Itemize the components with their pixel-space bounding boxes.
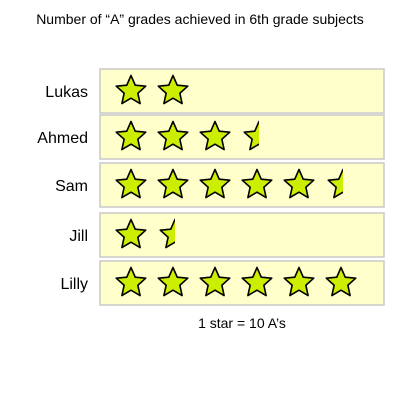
star-icon: [283, 168, 315, 199]
star-icon: [115, 168, 147, 199]
star-icon: [283, 266, 315, 297]
star-icon: [157, 266, 189, 297]
chart-title: Number of “A” grades achieved in 6th gra…: [36, 11, 364, 27]
row-panel-ahmed: [99, 114, 385, 160]
star-icon: [115, 218, 147, 249]
star-icon: [115, 120, 147, 151]
half-star-icon: [327, 168, 343, 199]
chart-key: 1 star = 10 A’s: [198, 315, 286, 331]
row-label-lukas: Lukas: [45, 84, 88, 101]
row-label-lilly: Lilly: [60, 276, 88, 293]
star-icon: [115, 266, 147, 297]
star-icon: [199, 266, 231, 297]
row-panel-lukas: [99, 68, 385, 114]
star-icon: [157, 168, 189, 199]
star-icon: [241, 168, 273, 199]
row-panel-jill: [99, 212, 385, 258]
star-icon: [157, 74, 189, 105]
star-icon: [325, 266, 357, 297]
row-label-sam: Sam: [55, 178, 88, 195]
star-icon: [115, 74, 147, 105]
half-star-icon: [159, 218, 175, 249]
half-star-icon: [243, 120, 259, 151]
row-label-ahmed: Ahmed: [37, 130, 88, 147]
row-label-jill: Jill: [69, 228, 88, 245]
star-icon: [199, 120, 231, 151]
star-icon: [241, 266, 273, 297]
star-icon: [157, 120, 189, 151]
star-icon: [199, 168, 231, 199]
